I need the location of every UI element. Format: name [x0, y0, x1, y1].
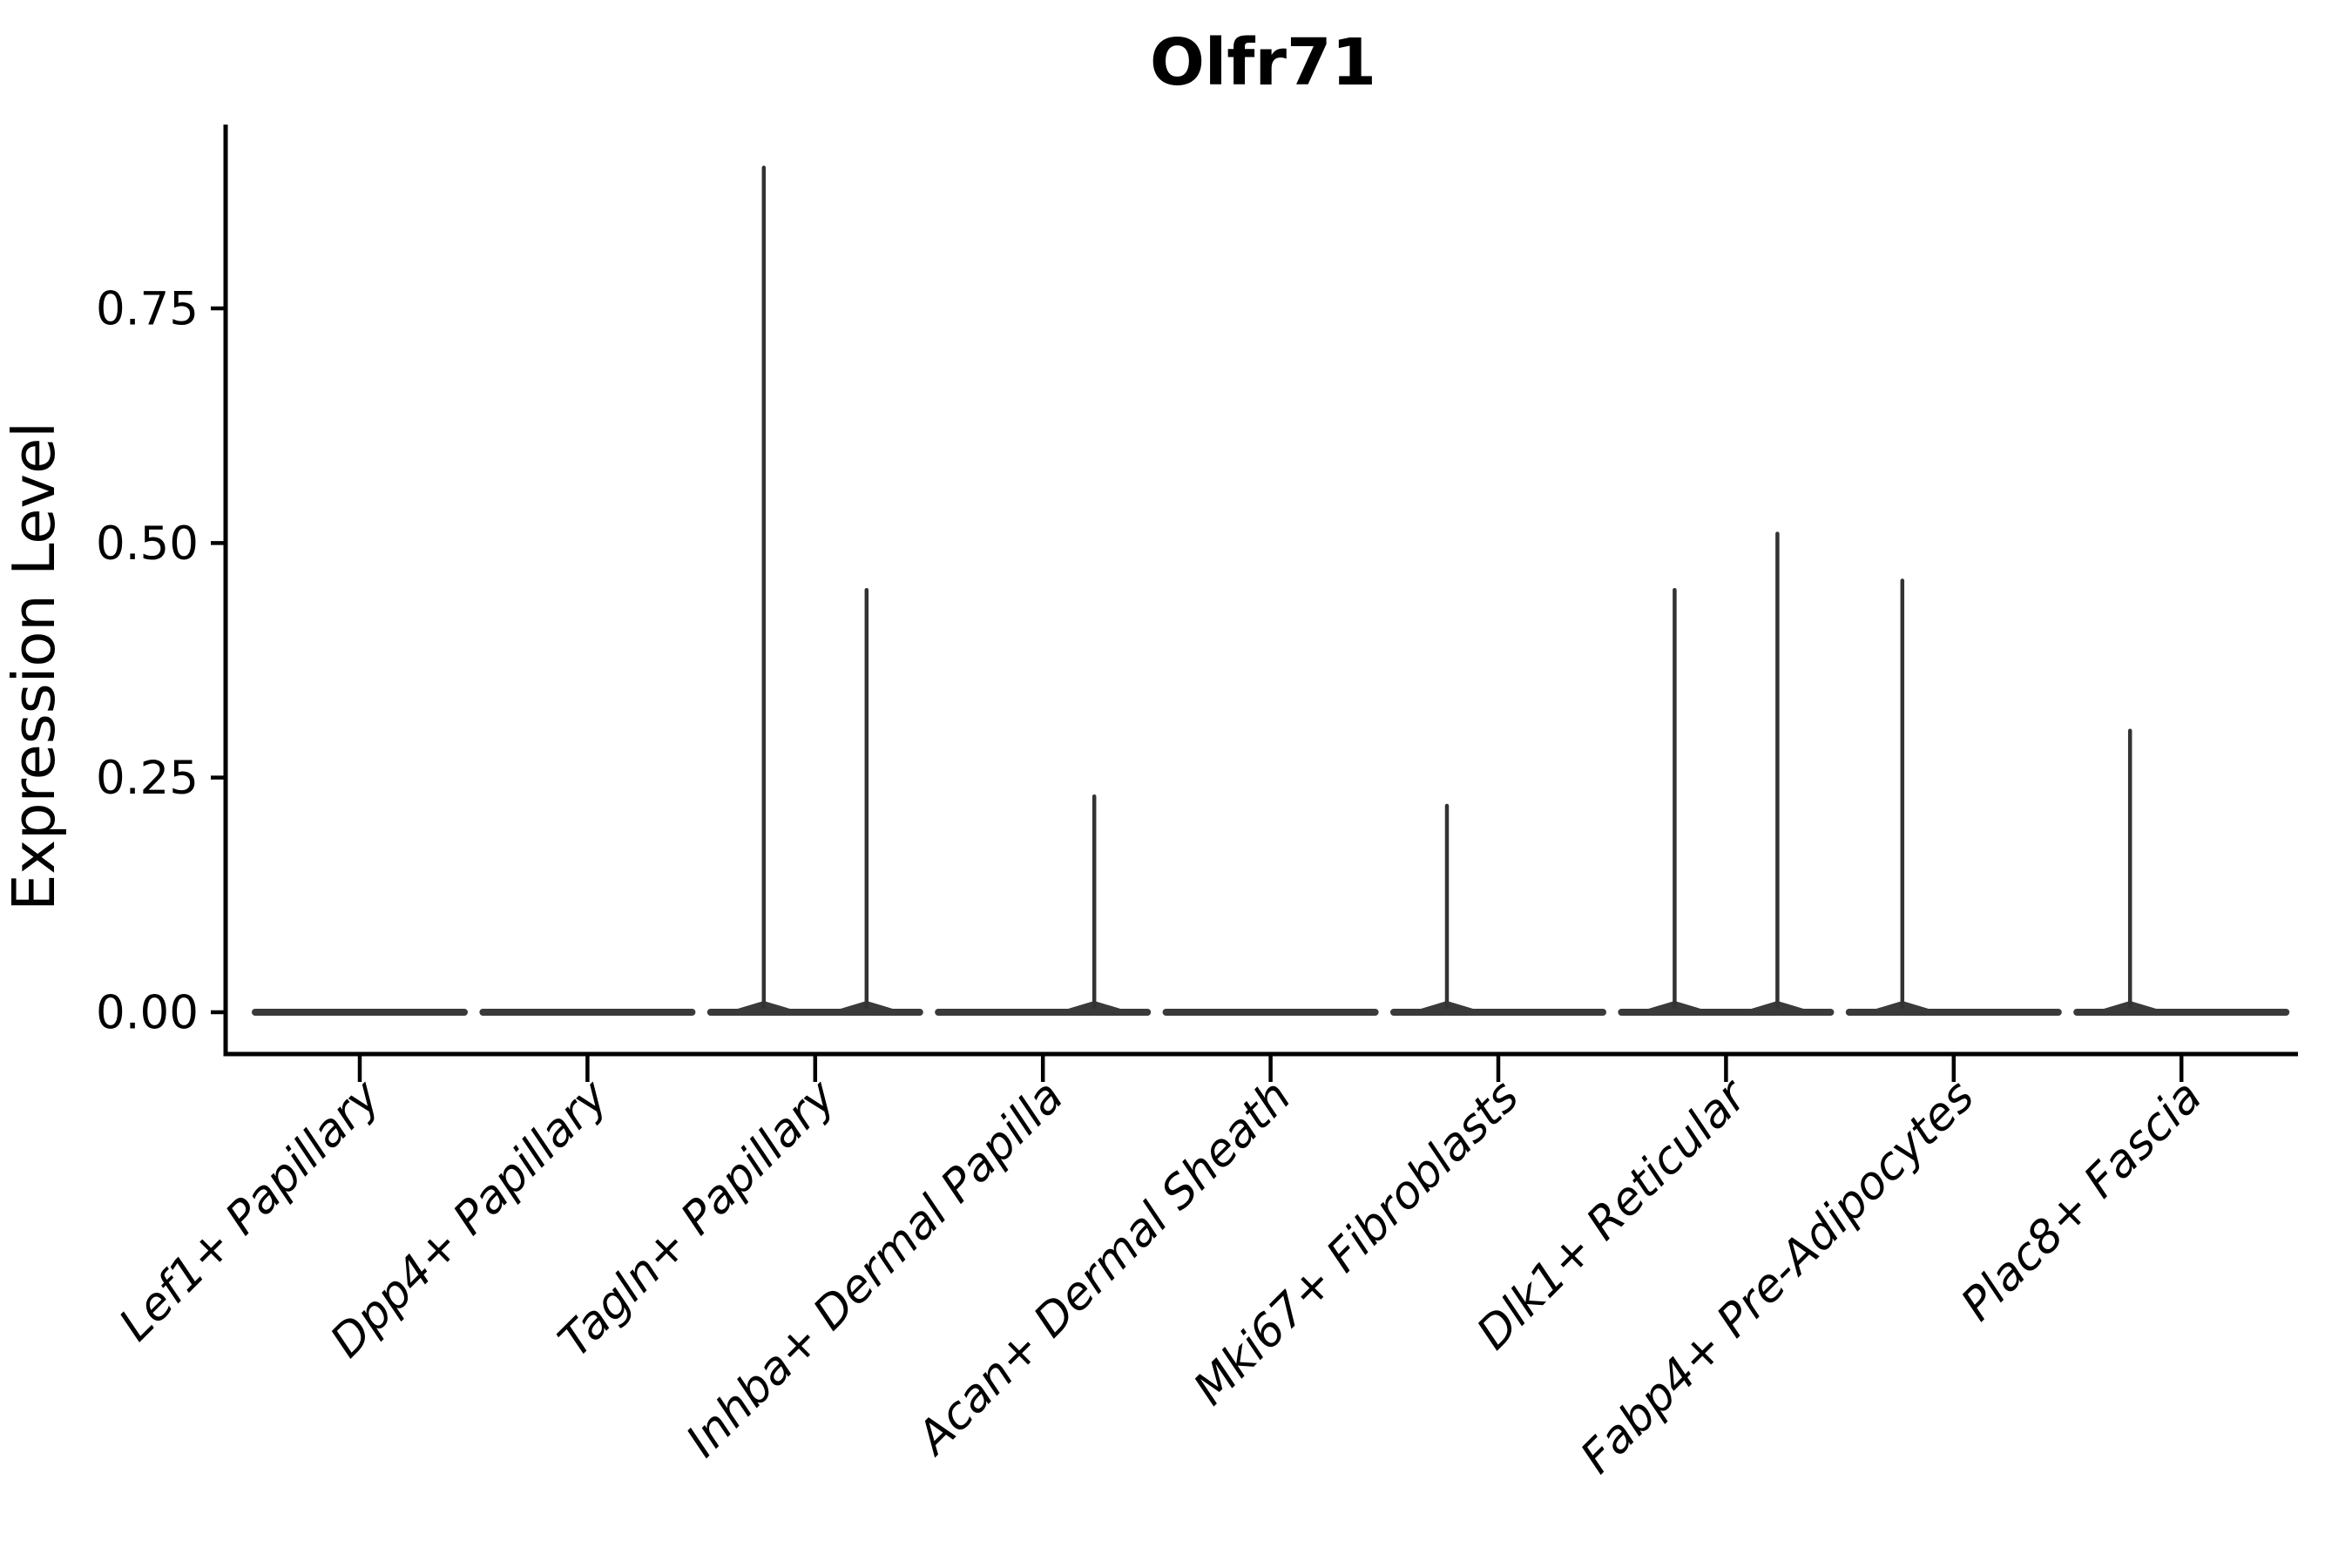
- violin: [706, 166, 923, 1016]
- x-category-label: Inhba+ Dermal Papilla: [677, 1071, 1074, 1468]
- x-category-label: Fabp4+ Pre-Adipocytes: [1571, 1071, 1984, 1484]
- violin: [1618, 531, 1835, 1016]
- violin: [935, 794, 1152, 1016]
- chart-title: Olfr71: [1150, 25, 1376, 100]
- x-category-label: Plac8+ Fascia: [1951, 1071, 2212, 1331]
- violin: [1390, 803, 1606, 1016]
- x-category-label: Acan+ Dermal Sheath: [906, 1071, 1301, 1466]
- violin: [1845, 578, 2062, 1016]
- y-tick-label: 0.00: [96, 987, 199, 1040]
- y-tick-label: 0.75: [96, 283, 199, 336]
- y-tick-label: 0.25: [96, 752, 199, 805]
- y-axis-label: Expression Level: [0, 422, 68, 911]
- violin: [2073, 728, 2290, 1016]
- y-tick-label: 0.50: [96, 517, 199, 571]
- violins-layer: [252, 166, 2290, 1016]
